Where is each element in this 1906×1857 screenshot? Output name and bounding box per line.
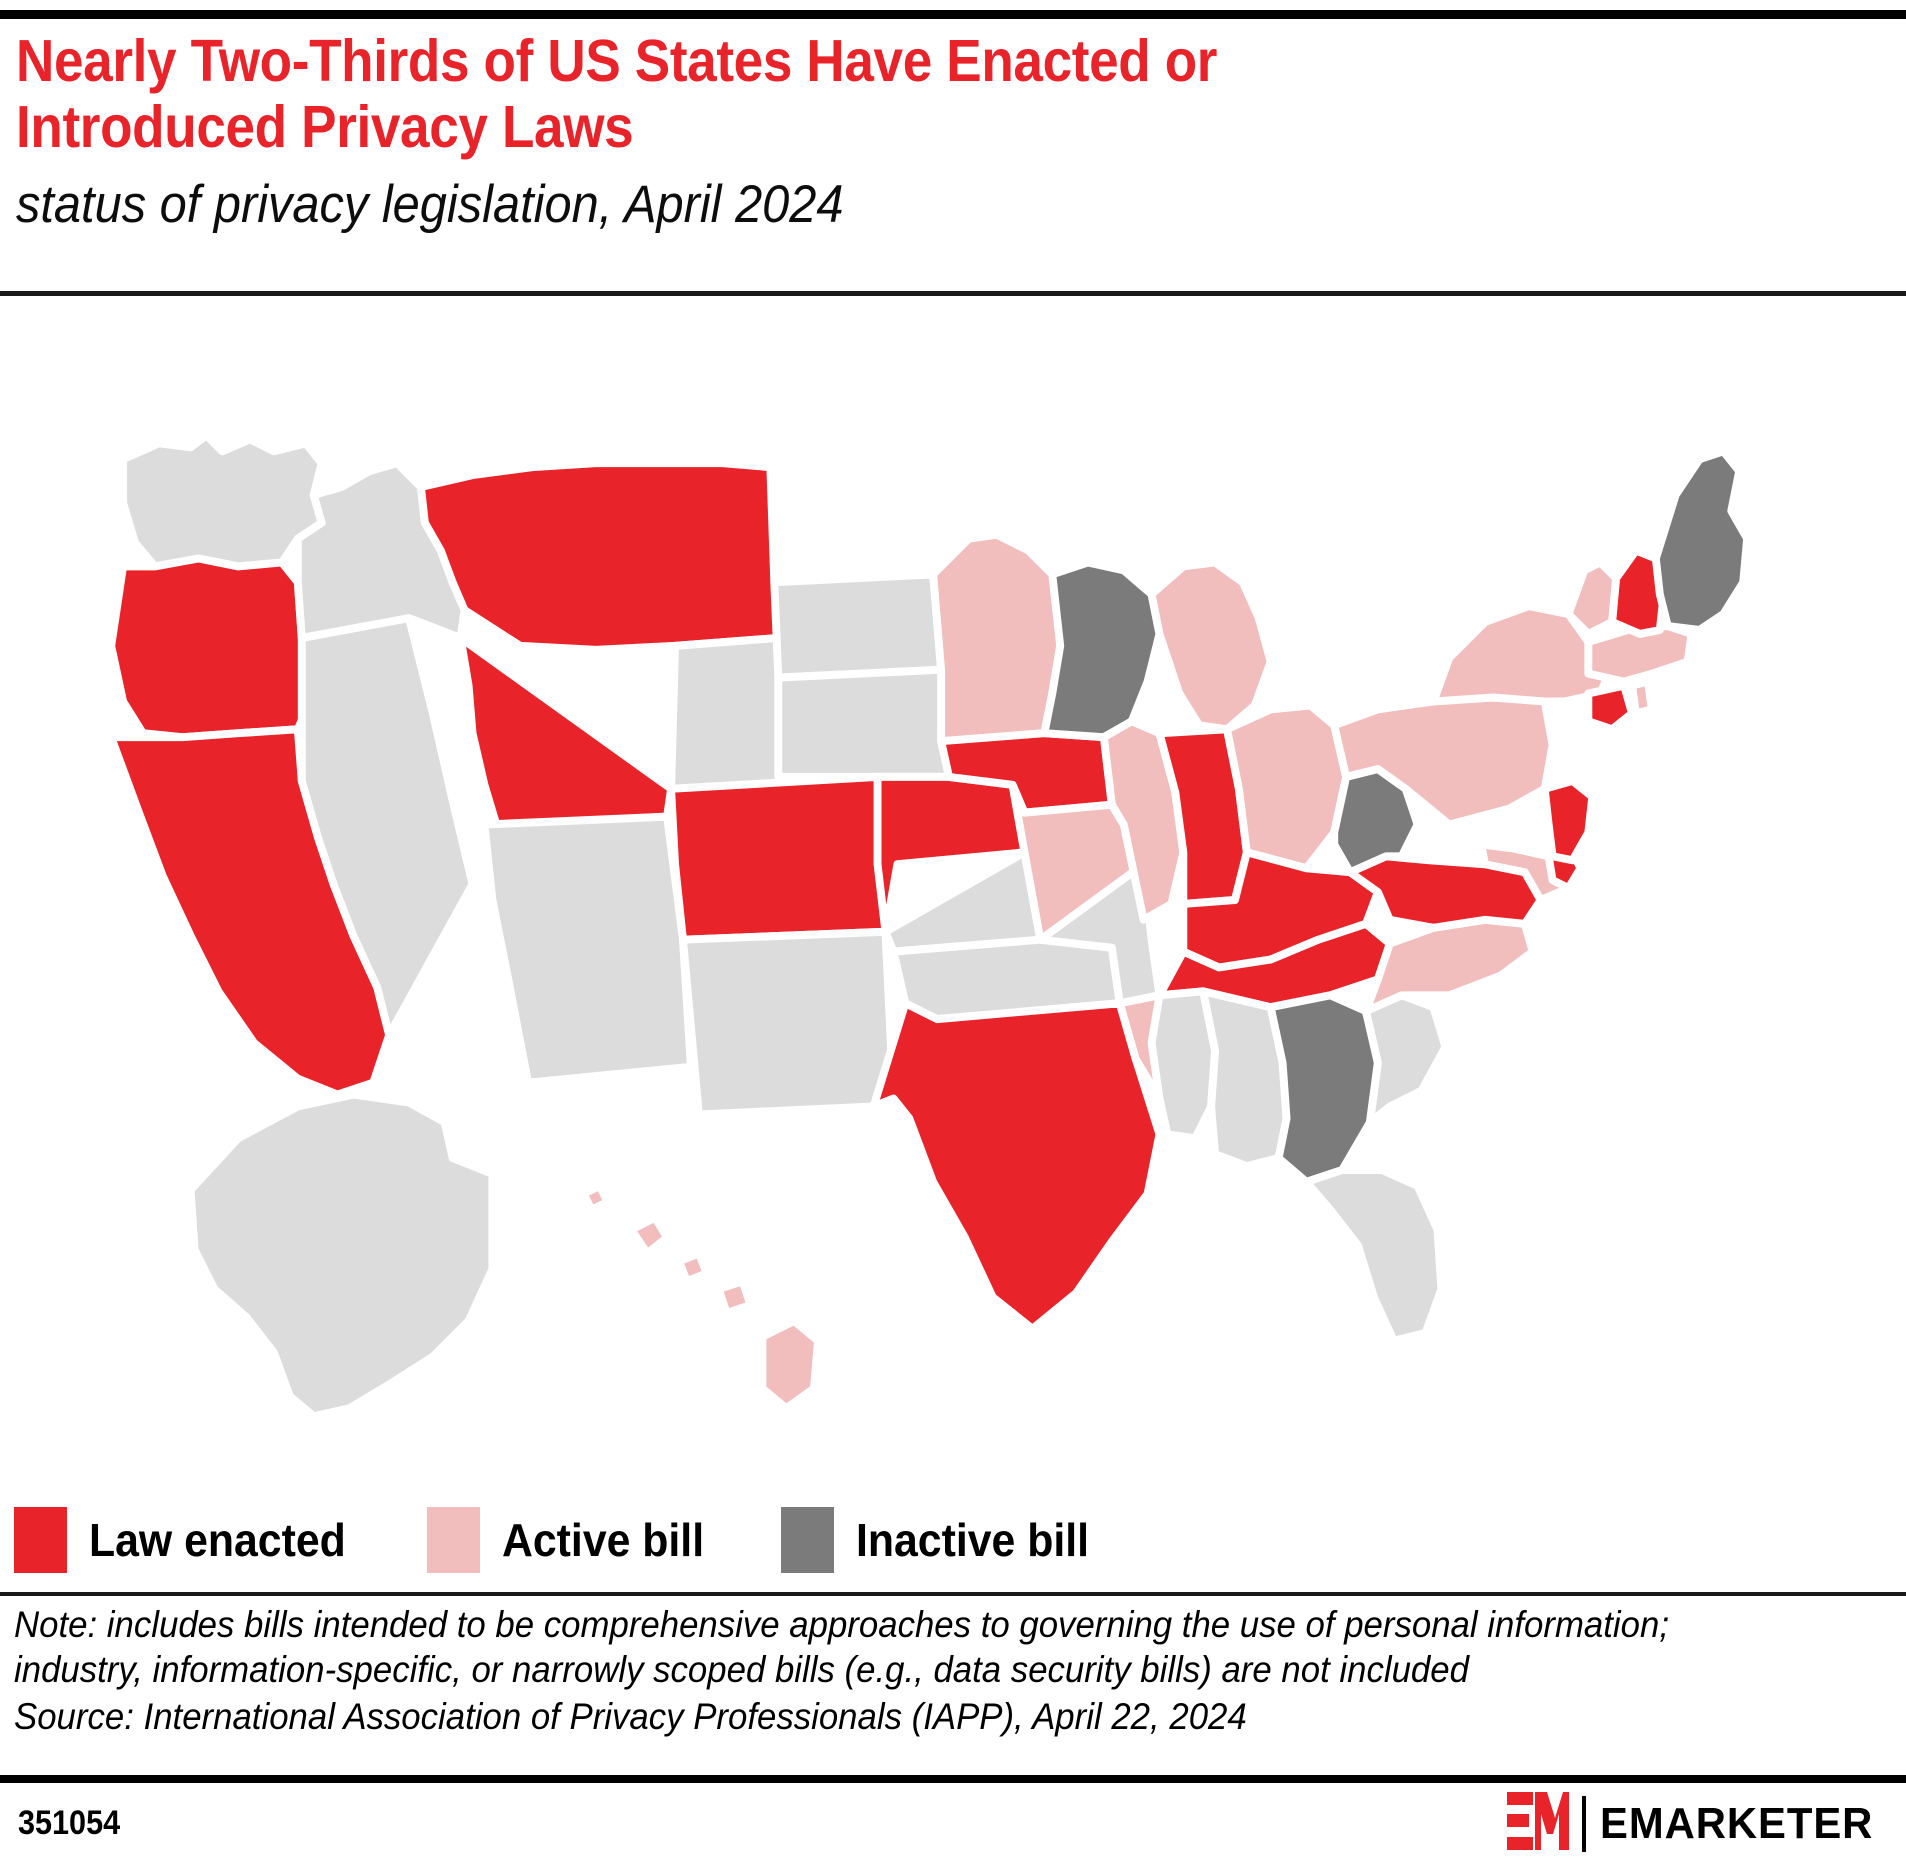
legend-item-inactive-bill: Inactive bill: [781, 1507, 1107, 1573]
legend-item-law-enacted: Law enacted: [14, 1507, 365, 1573]
state-wa: [119, 431, 326, 571]
state-nj: [1540, 776, 1597, 865]
state-sd: [774, 665, 953, 781]
emarketer-logo-icon: [1507, 1792, 1570, 1855]
legend-label-law-enacted: Law enacted: [89, 1514, 346, 1566]
legend: Law enacted Active bill Inactive bill: [14, 1505, 1169, 1575]
legend-swatch-active-bill: [427, 1507, 481, 1573]
top-rule: [0, 10, 1906, 19]
notes-block: Note: includes bills intended to be comp…: [14, 1602, 1854, 1739]
map-svg: [107, 431, 1752, 1421]
footer-divider-rule: [0, 1775, 1906, 1783]
state-il: [1099, 717, 1188, 924]
legend-item-active-bill: Active bill: [427, 1507, 719, 1573]
legend-label-active-bill: Active bill: [502, 1514, 705, 1566]
state-nv: [297, 614, 477, 1039]
us-choropleth-map: [0, 300, 1906, 1500]
state-nc: [1361, 915, 1537, 1016]
state-az: [480, 812, 695, 1087]
brand-name: EMARKETER: [1600, 1798, 1874, 1848]
legend-divider-rule: [0, 1592, 1906, 1596]
state-hi: [579, 1181, 822, 1413]
state-ga: [1266, 991, 1382, 1186]
legend-swatch-law-enacted: [14, 1507, 67, 1573]
state-or: [107, 554, 318, 742]
chart-id: 351054: [18, 1804, 121, 1842]
state-oh: [1223, 701, 1351, 873]
legend-swatch-inactive-bill: [781, 1507, 835, 1573]
state-sc: [1361, 991, 1450, 1127]
state-wi: [1040, 558, 1164, 742]
state-ks: [881, 848, 1045, 956]
note-text: Note: includes bills intended to be comp…: [14, 1604, 1670, 1690]
state-ut: [456, 633, 676, 829]
page-subtitle: status of privacy legislation, April 202…: [16, 175, 844, 234]
state-va: [1346, 852, 1545, 932]
header: Nearly Two-Thirds of US States Have Enac…: [16, 28, 1716, 234]
state-ct: [1584, 681, 1636, 734]
legend-label-inactive-bill: Inactive bill: [856, 1514, 1090, 1566]
state-tx: [869, 999, 1164, 1333]
state-mi: [1147, 558, 1275, 734]
state-co: [667, 772, 890, 944]
state-nd: [770, 570, 946, 682]
state-me: [1651, 447, 1752, 634]
footer: 351054 EMARKETER: [0, 1790, 1906, 1857]
page-title: Nearly Two-Thirds of US States Have Enac…: [16, 28, 1218, 160]
header-divider-rule: [0, 291, 1906, 296]
source-text: Source: International Association of Pri…: [14, 1696, 1247, 1737]
brand-divider: [1582, 1795, 1587, 1852]
state-ri: [1628, 677, 1656, 718]
state-mt: [416, 459, 783, 654]
state-ak: [186, 1090, 497, 1421]
state-nm: [679, 927, 898, 1119]
brand-lockup: EMARKETER: [1507, 1792, 1888, 1855]
state-fl: [1302, 1166, 1446, 1345]
